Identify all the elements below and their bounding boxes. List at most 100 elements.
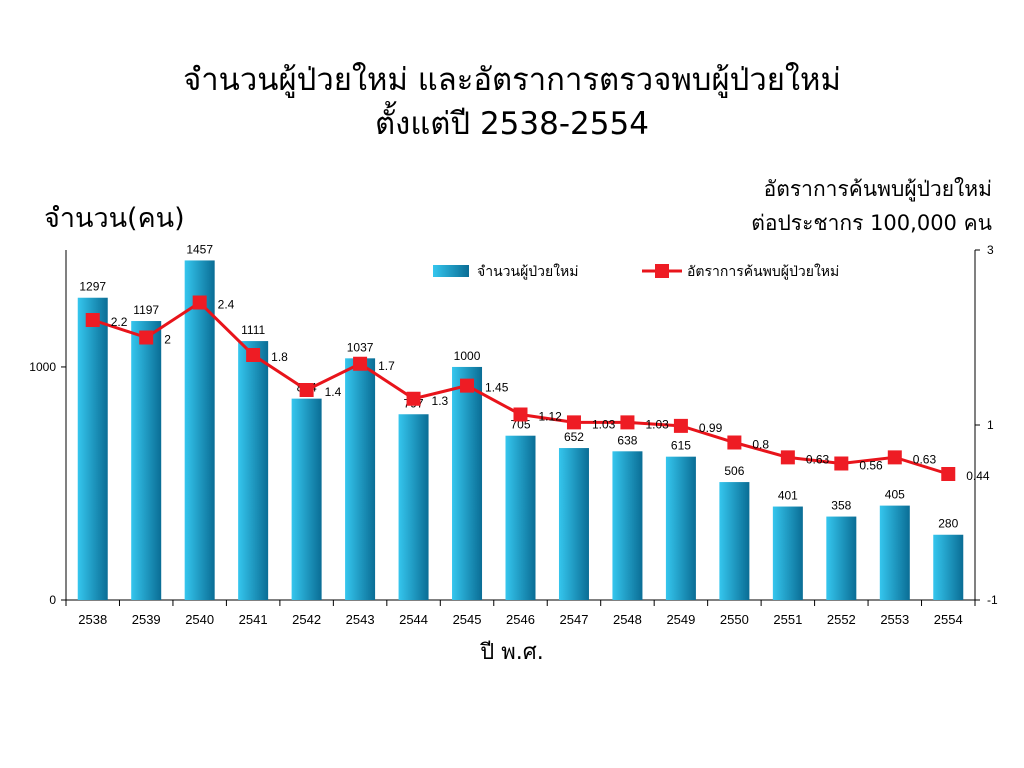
- rate-data-label: 1.8: [271, 350, 288, 364]
- rate-data-label: 1.45: [485, 381, 509, 395]
- x-axis-tick-label: 2549: [666, 612, 695, 627]
- bar-data-label: 652: [564, 430, 584, 444]
- bar: [291, 398, 322, 600]
- bar: [665, 456, 696, 600]
- right-axis-title-line-1: อัตราการค้นพบผู้ป่วยใหม่: [763, 177, 992, 201]
- legend-bar-swatch: [433, 265, 469, 277]
- rate-data-label: 2.2: [111, 315, 128, 329]
- right-axis-title-line-2: ต่อประชากร 100,000 คน: [751, 211, 992, 235]
- rate-marker: [139, 330, 154, 345]
- x-axis-tick-label: 2553: [880, 612, 909, 627]
- x-axis-tick-label: 2542: [292, 612, 321, 627]
- rate-marker: [192, 295, 207, 310]
- rate-data-label: 1.12: [539, 410, 563, 424]
- bar: [238, 341, 269, 600]
- x-axis-tick-label: 2539: [132, 612, 161, 627]
- rate-data-label: 0.56: [859, 459, 883, 473]
- bar-data-label: 280: [938, 517, 958, 531]
- rate-marker: [299, 383, 314, 397]
- rate-data-label: 2.4: [218, 298, 235, 312]
- rate-data-label: 1.3: [432, 394, 449, 408]
- x-axis-tick-label: 2541: [239, 612, 268, 627]
- rate-data-label: 1.4: [325, 385, 342, 399]
- bar: [612, 451, 643, 600]
- rate-marker: [246, 348, 261, 362]
- legend-line-label: อัตราการค้นพบผู้ป่วยใหม่: [687, 263, 839, 280]
- bar: [719, 482, 750, 600]
- rate-marker: [727, 435, 742, 450]
- x-axis-tick-label: 2544: [399, 612, 428, 627]
- x-axis-title: ปี พ.ศ.: [480, 640, 544, 665]
- rate-marker: [887, 450, 902, 465]
- rate-marker: [513, 407, 528, 422]
- rate-marker: [620, 415, 635, 430]
- bar: [398, 414, 429, 600]
- bar-data-label: 1297: [79, 280, 106, 294]
- bar: [558, 448, 589, 600]
- rate-marker: [780, 450, 795, 465]
- x-axis-tick-label: 2548: [613, 612, 642, 627]
- right-axis-tick-label: 1: [987, 418, 994, 432]
- x-axis-tick-label: 2551: [773, 612, 802, 627]
- left-axis-tick-label: 1000: [29, 360, 56, 374]
- rate-marker: [460, 378, 475, 393]
- rate-marker: [673, 418, 688, 433]
- bar-data-label: 401: [778, 489, 798, 503]
- bar: [772, 506, 803, 600]
- rate-data-label: 1.03: [592, 417, 616, 431]
- right-axis-tick-label: -1: [987, 593, 998, 607]
- bar: [826, 516, 857, 600]
- chart-title: จำนวนผู้ป่วยใหม่ และอัตราการตรวจพบผู้ป่ว…: [0, 58, 1024, 146]
- rate-marker: [566, 415, 581, 430]
- x-axis-tick-label: 2538: [78, 612, 107, 627]
- left-axis-title: จำนวน(คน): [44, 203, 185, 234]
- rate-data-label: 0.8: [752, 438, 769, 452]
- chart-title-line-2: ตั้งแต่ปี 2538-2554: [375, 106, 649, 142]
- legend-line-marker: [655, 264, 669, 278]
- bar: [933, 534, 964, 600]
- left-axis-tick-label: 0: [49, 593, 56, 607]
- rate-marker: [353, 356, 368, 371]
- rate-marker: [85, 313, 100, 327]
- right-axis-tick-label: 3: [987, 243, 994, 257]
- bar: [131, 321, 162, 600]
- rate-marker: [406, 391, 421, 406]
- x-axis-tick-label: 2540: [185, 612, 214, 627]
- bar-data-label: 506: [724, 464, 744, 478]
- bar: [879, 505, 910, 600]
- rate-marker: [941, 467, 956, 481]
- rate-data-label: 1.7: [378, 359, 395, 373]
- legend-bar-label: จำนวนผู้ป่วยใหม่: [477, 263, 579, 280]
- bar-data-label: 1000: [454, 349, 481, 363]
- rate-data-label: 0.99: [699, 421, 723, 435]
- rate-data-label: 0.63: [913, 452, 937, 466]
- bar: [505, 435, 536, 600]
- rate-marker: [834, 456, 849, 471]
- x-axis-tick-label: 2552: [827, 612, 856, 627]
- x-axis-tick-label: 2554: [934, 612, 963, 627]
- x-axis-tick-label: 2550: [720, 612, 749, 627]
- bar-data-label: 358: [831, 499, 851, 513]
- bar-data-label: 1037: [347, 340, 374, 354]
- x-axis-tick-label: 2543: [346, 612, 375, 627]
- x-axis-tick-label: 2546: [506, 612, 535, 627]
- bar-data-label: 405: [885, 488, 905, 502]
- rate-data-label: 2: [164, 333, 171, 347]
- bar: [77, 297, 108, 600]
- x-axis-tick-label: 2547: [560, 612, 589, 627]
- bar-data-label: 1111: [241, 323, 265, 337]
- bar: [345, 358, 376, 600]
- x-axis-tick-label: 2545: [453, 612, 482, 627]
- right-axis-title: อัตราการค้นพบผู้ป่วยใหม่ ต่อประชากร 100,…: [751, 172, 992, 240]
- chart-title-line-1: จำนวนผู้ป่วยใหม่ และอัตราการตรวจพบผู้ป่ว…: [183, 62, 841, 98]
- bar-data-label: 1457: [186, 242, 213, 256]
- rate-data-label: 0.44: [966, 469, 990, 483]
- bar: [452, 366, 483, 600]
- bar-data-label: 1197: [133, 303, 159, 317]
- rate-data-label: 1.03: [645, 417, 669, 431]
- bar: [184, 260, 215, 600]
- bar-data-label: 638: [617, 433, 637, 447]
- rate-data-label: 0.63: [806, 452, 830, 466]
- bar-data-label: 615: [671, 439, 691, 453]
